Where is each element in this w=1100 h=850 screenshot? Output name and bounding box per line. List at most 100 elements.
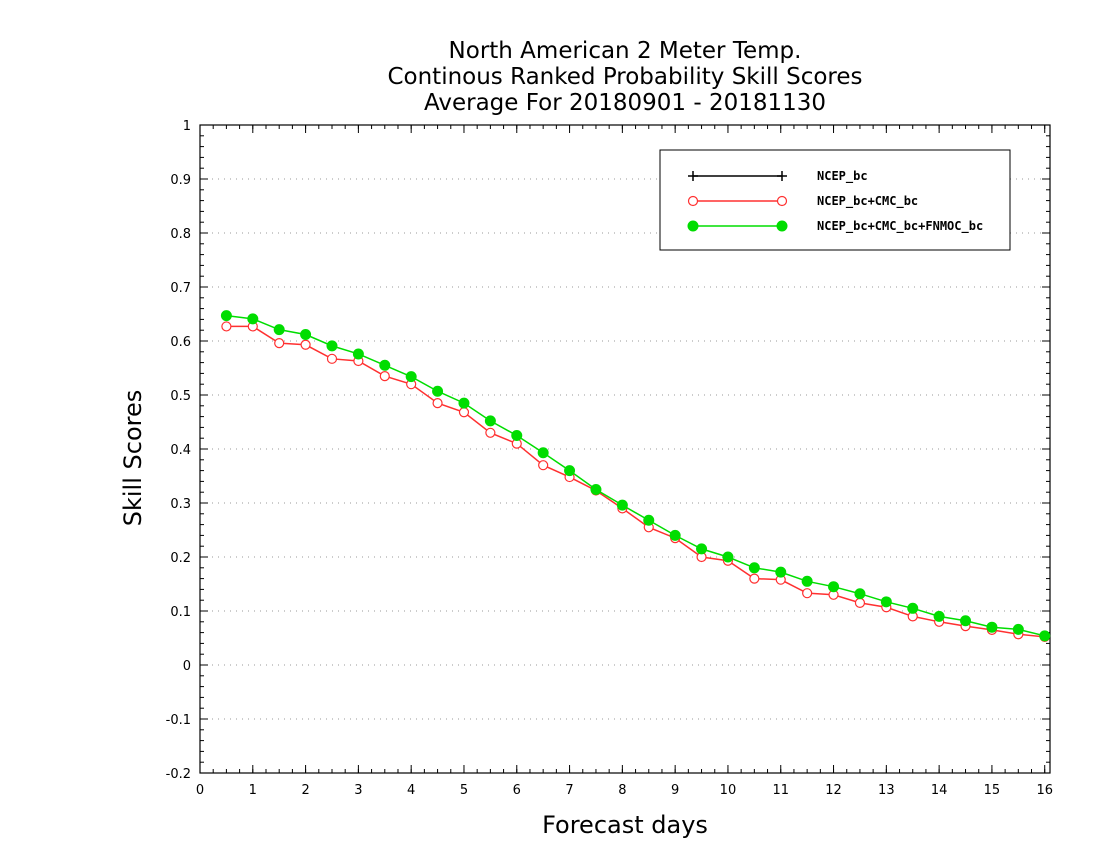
x-tick-label: 13 [878, 783, 895, 798]
chart-title-line-1: North American 2 Meter Temp. [449, 38, 802, 64]
y-tick-label: 1 [183, 119, 191, 134]
y-tick-label: 0.7 [170, 281, 191, 296]
y-tick-label: 0.9 [170, 173, 191, 188]
y-tick-label: 0.8 [170, 227, 191, 242]
data-point [537, 447, 549, 459]
x-tick-label: 7 [565, 783, 573, 798]
legend-label: NCEP_bc+CMC_bc+FNMOC_bc [817, 219, 983, 234]
data-point [722, 551, 734, 563]
data-point [616, 499, 628, 511]
legend-marker [776, 220, 788, 232]
data-point [986, 621, 998, 633]
series-line [226, 325, 1045, 638]
data-point [379, 359, 391, 371]
data-point [458, 397, 470, 409]
data-point [1039, 630, 1051, 642]
data-point [775, 566, 787, 578]
legend-item: NCEP_bc+CMC_bc+FNMOC_bc [687, 219, 983, 234]
data-point [854, 597, 866, 609]
x-tick-label: 0 [196, 783, 204, 798]
legend-item: NCEP_bc+CMC_bc [687, 194, 918, 209]
data-point [643, 514, 655, 526]
data-point [300, 339, 311, 350]
data-point [220, 310, 232, 322]
legend-marker [687, 195, 699, 207]
data-point [590, 484, 602, 495]
data-point [273, 324, 285, 336]
x-tick-label: 12 [825, 783, 842, 798]
legend-marker [776, 195, 788, 207]
x-tick-label: 15 [984, 783, 1001, 798]
x-tick-label: 4 [407, 783, 415, 798]
legend-label: NCEP_bc+CMC_bc [817, 194, 918, 209]
data-point [854, 588, 866, 600]
y-tick-label: 0.5 [170, 389, 191, 404]
data-point [933, 610, 945, 622]
y-tick-label: 0.6 [170, 335, 191, 350]
data-point [300, 329, 312, 341]
legend-item: NCEP_bc [688, 169, 868, 184]
chart-title-line-3: Average For 20180901 - 20181130 [424, 90, 826, 116]
data-point [880, 596, 892, 608]
x-tick-label: 1 [249, 783, 257, 798]
y-tick-label: -0.2 [166, 767, 191, 782]
x-axis-label: Forecast days [542, 811, 708, 839]
data-point [352, 348, 364, 360]
data-point [828, 581, 840, 593]
x-tick-label: 10 [720, 783, 737, 798]
x-tick-label: 14 [931, 783, 948, 798]
x-tick-label: 5 [460, 783, 468, 798]
legend-label: NCEP_bc [817, 169, 868, 184]
data-point [485, 427, 496, 438]
data-point [748, 562, 760, 574]
data-point [960, 615, 972, 627]
data-point [669, 529, 681, 541]
data-point [405, 371, 417, 383]
y-tick-label: 0 [183, 659, 191, 674]
data-point [511, 430, 523, 441]
data-point [326, 353, 338, 364]
x-tick-label: 8 [618, 783, 626, 798]
chart-title: North American 2 Meter Temp. Continous R… [387, 38, 862, 116]
y-tick-label: 0.2 [170, 551, 191, 566]
y-tick-label: 0.3 [170, 497, 191, 512]
legend-box [659, 149, 1011, 251]
grid-lines [200, 178, 1050, 720]
series-layer [220, 310, 1051, 643]
legend-marker [687, 220, 699, 232]
data-point [221, 321, 232, 332]
data-point [458, 407, 470, 418]
series-line [226, 314, 1045, 637]
series-2 [220, 310, 1051, 642]
legend-marker [688, 171, 698, 181]
legend-marker [777, 171, 787, 181]
axis-ticks: 10.90.80.70.60.50.40.30.20.10-0.1-0.20 1 2… [166, 119, 1053, 798]
y-axis-label: Skill Scores [119, 390, 147, 527]
data-point [432, 385, 444, 397]
data-point [247, 313, 259, 325]
chart-title-line-2: Continous Ranked Probability Skill Score… [387, 64, 862, 90]
x-tick-label: 3 [354, 783, 362, 798]
y-tick-label: 0.4 [170, 443, 191, 458]
data-point [274, 338, 285, 349]
data-point [379, 371, 390, 382]
data-point [484, 415, 496, 427]
data-point [1012, 623, 1024, 635]
data-point [432, 398, 443, 409]
legend: NCEP_bc NCEP_bc+CMC_bc NCEP_bc+CMC_bc+FNMO… [659, 149, 1011, 251]
x-tick-label: 2 [301, 783, 309, 798]
data-point [538, 460, 549, 471]
data-point [802, 588, 813, 599]
x-tick-label: 9 [671, 783, 679, 798]
data-point [749, 573, 760, 584]
data-point [907, 602, 919, 614]
data-point [326, 340, 338, 352]
x-tick-label: 16 [1036, 783, 1053, 798]
series-1 [221, 321, 1050, 643]
data-point [696, 543, 708, 555]
y-tick-label: 0.1 [170, 605, 191, 620]
y-tick-label: -0.1 [166, 713, 191, 728]
x-tick-label: 11 [772, 783, 789, 798]
data-point [801, 575, 813, 587]
